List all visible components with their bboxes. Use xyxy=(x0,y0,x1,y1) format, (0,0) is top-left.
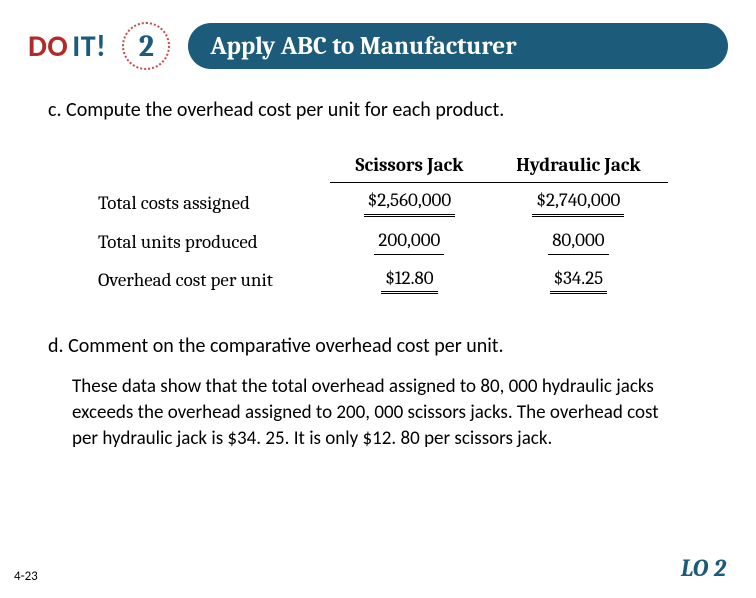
it-text: IT! xyxy=(72,28,106,65)
answer-d: These data show that the total overhead … xyxy=(72,374,684,451)
cell-value: $2,740,000 xyxy=(532,189,624,217)
question-d: d. Comment on the comparative overhead c… xyxy=(48,334,708,358)
table-row: Overhead cost per unit $12.80 $34.25 xyxy=(88,261,668,301)
col-hydraulic: Hydraulic Jack xyxy=(489,148,668,183)
cost-table: Scissors Jack Hydraulic Jack Total costs… xyxy=(88,148,668,300)
cell-value: $34.25 xyxy=(550,267,608,295)
do-it-label: DOIT! xyxy=(28,28,106,65)
title-banner: Apply ABC to Manufacturer xyxy=(188,23,728,69)
cell-value: 80,000 xyxy=(548,229,608,255)
cell-value: 200,000 xyxy=(374,229,444,255)
table-row: Total units produced 200,000 80,000 xyxy=(88,223,668,261)
row-label-total-costs: Total costs assigned xyxy=(88,183,330,223)
table-header-row: Scissors Jack Hydraulic Jack xyxy=(88,148,668,183)
table-row: Total costs assigned $2,560,000 $2,740,0… xyxy=(88,183,668,223)
row-label-overhead: Overhead cost per unit xyxy=(88,261,330,301)
learning-objective: LO 2 xyxy=(681,554,726,582)
col-scissors: Scissors Jack xyxy=(330,148,489,183)
do-text: DO xyxy=(28,28,68,65)
cell-value: $2,560,000 xyxy=(364,189,456,217)
cell-value: $12.80 xyxy=(381,267,437,295)
slide-header: DOIT! 2 Apply ABC to Manufacturer xyxy=(28,22,728,70)
slide-number: 4-23 xyxy=(14,569,38,584)
question-c: c. Compute the overhead cost per unit fo… xyxy=(48,98,708,122)
step-badge: 2 xyxy=(122,22,170,70)
row-label-units: Total units produced xyxy=(88,223,330,261)
